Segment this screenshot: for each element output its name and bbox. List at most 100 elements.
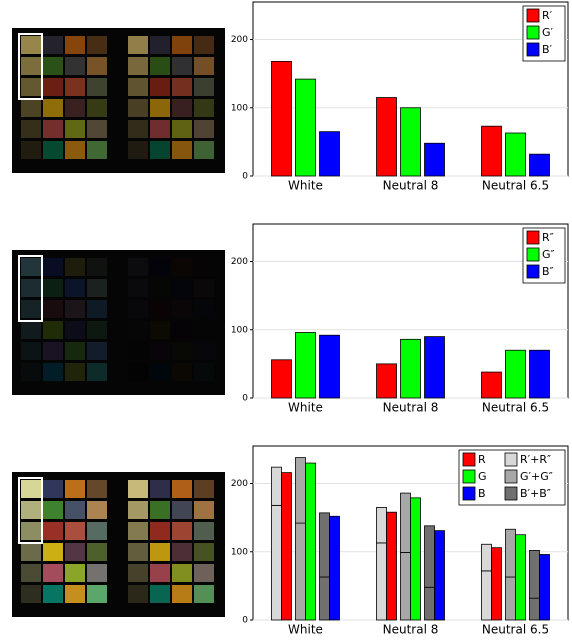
bar-segment [482, 571, 492, 620]
color-patch [128, 141, 148, 159]
color-patch [128, 543, 148, 561]
color-patch [150, 99, 170, 117]
bar [425, 143, 445, 176]
y-tick-label: 200 [231, 479, 248, 489]
color-patch [150, 363, 170, 381]
bar [320, 132, 340, 176]
color-patch [172, 522, 192, 540]
color-patch [87, 585, 107, 603]
bar [530, 154, 550, 176]
y-tick-label: 100 [231, 547, 248, 557]
color-patch [194, 57, 214, 75]
color-patch [150, 141, 170, 159]
color-patch [150, 342, 170, 360]
bar [330, 516, 340, 620]
color-patch [150, 120, 170, 138]
bar-segment [296, 458, 306, 524]
color-patch [150, 279, 170, 297]
color-patch [43, 363, 63, 381]
color-patch [21, 321, 41, 339]
color-patch [128, 99, 148, 117]
color-patch [172, 564, 192, 582]
color-patch [128, 300, 148, 318]
bar [540, 554, 550, 620]
color-patch [128, 363, 148, 381]
bar-segment [320, 513, 330, 577]
color-patch [194, 258, 214, 276]
color-patch [43, 141, 63, 159]
color-patch [43, 522, 63, 540]
color-patch [172, 120, 192, 138]
color-patch [21, 501, 41, 519]
legend-label: G″ [542, 248, 555, 261]
bar [530, 350, 550, 398]
bar [506, 133, 526, 176]
color-patch [150, 564, 170, 582]
color-patch [87, 363, 107, 381]
color-patch [43, 36, 63, 54]
color-patch [194, 120, 214, 138]
color-patch [172, 363, 192, 381]
color-patch [43, 501, 63, 519]
color-patch [128, 480, 148, 498]
color-patch [65, 342, 85, 360]
color-patch [194, 99, 214, 117]
color-patch [87, 543, 107, 561]
bar-segment [482, 544, 492, 571]
color-patch [43, 585, 63, 603]
color-patch [150, 522, 170, 540]
color-patch [128, 501, 148, 519]
color-patch [150, 57, 170, 75]
legend-swatch [505, 453, 517, 466]
legend-swatch [463, 453, 475, 466]
legend-label: B′+B″ [520, 487, 551, 500]
legend-label: B′ [542, 43, 553, 56]
color-patch [21, 342, 41, 360]
color-patch [172, 300, 192, 318]
color-patch [150, 36, 170, 54]
bar [435, 531, 445, 620]
color-patch [128, 342, 148, 360]
bar [272, 61, 292, 176]
color-patch [87, 78, 107, 96]
color-patch [65, 141, 85, 159]
legend-swatch [527, 265, 539, 278]
legend-swatch [505, 487, 517, 500]
color-patch [128, 258, 148, 276]
bar-segment [272, 467, 282, 505]
color-patch [21, 480, 41, 498]
color-patch [128, 36, 148, 54]
color-patch [21, 141, 41, 159]
color-patch [128, 120, 148, 138]
color-patch [65, 120, 85, 138]
legend-swatch [527, 231, 539, 244]
bar-segment [506, 529, 516, 577]
legend-label: B [478, 487, 486, 500]
color-patch [194, 480, 214, 498]
color-patch [150, 501, 170, 519]
color-patch [194, 564, 214, 582]
color-patch [172, 36, 192, 54]
color-patch [194, 300, 214, 318]
color-patch [172, 279, 192, 297]
color-patch [21, 258, 41, 276]
color-patch [172, 57, 192, 75]
color-patch [172, 99, 192, 117]
color-patch [87, 36, 107, 54]
x-tick-label: Neutral 8 [383, 401, 439, 415]
bar [482, 126, 502, 176]
color-patch [43, 57, 63, 75]
legend-label: G′+G″ [520, 470, 553, 483]
color-patch [87, 120, 107, 138]
legend-label: R [478, 453, 486, 466]
color-patch [43, 480, 63, 498]
color-patch [65, 99, 85, 117]
color-patch [128, 564, 148, 582]
x-tick-label: Neutral 6.5 [482, 623, 549, 637]
legend-label: B″ [542, 265, 554, 278]
bar [387, 512, 397, 620]
y-tick-label: 0 [242, 172, 248, 182]
y-tick-label: 0 [242, 616, 248, 626]
color-patch [150, 78, 170, 96]
bar [377, 98, 397, 176]
